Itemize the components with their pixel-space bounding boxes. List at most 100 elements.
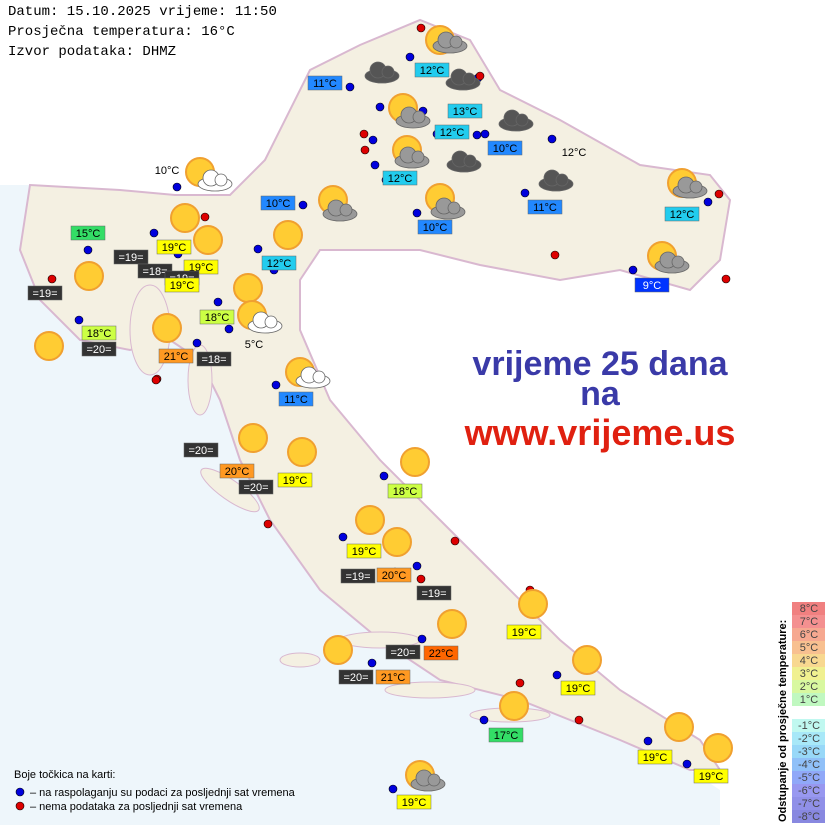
temp-badge (277, 472, 313, 488)
cloud-icon (515, 113, 529, 127)
promo-line: vrijeme 25 dana (472, 345, 728, 383)
station-dot (714, 189, 724, 199)
station-dot (345, 82, 355, 92)
sun-icon (382, 527, 412, 557)
scale-label: -1°C (798, 720, 820, 732)
cloud-icon (312, 370, 326, 384)
temp-badge (346, 543, 382, 559)
temp-badge (423, 645, 459, 661)
temp-badge (219, 463, 255, 479)
temp-badge (560, 680, 596, 696)
cloud-icon (411, 150, 425, 164)
station-dot (192, 338, 202, 348)
temp-badge (416, 585, 452, 601)
sun-icon (193, 225, 223, 255)
station-temp: 13°C (453, 106, 478, 118)
cloud-icon (671, 255, 685, 269)
scale-label: -4°C (798, 759, 820, 771)
station-temp: =18= (142, 266, 167, 278)
station-temp: 10°C (155, 165, 180, 177)
cloud-icon (449, 35, 463, 49)
station-dot (359, 129, 369, 139)
station-dot (151, 375, 161, 385)
temp-badge (385, 644, 421, 660)
temp-badge (387, 483, 423, 499)
scale-label: 8°C (800, 603, 819, 615)
temp-badge (340, 568, 376, 584)
scale-label: 5°C (800, 642, 819, 654)
sun-icon (273, 220, 303, 250)
scale-cell (792, 680, 825, 693)
station-dot (263, 519, 273, 529)
temp-badge (414, 62, 450, 78)
temp-badge (488, 727, 524, 743)
scale-cell (792, 784, 825, 797)
station-dot (379, 471, 389, 481)
station-temp: 22°C (429, 648, 454, 660)
station-temp: 18°C (205, 312, 230, 324)
temp-badge (693, 768, 729, 784)
scale-label: -6°C (798, 785, 820, 797)
temp-badge (81, 325, 117, 341)
scale-label: 6°C (800, 629, 819, 641)
station-dot (475, 71, 485, 81)
temp-badge (156, 239, 192, 255)
sun-icon (664, 712, 694, 742)
scale-cell (792, 732, 825, 745)
temp-badge (527, 199, 563, 215)
sun-icon (437, 609, 467, 639)
station-dot (149, 228, 159, 238)
temp-badge (447, 103, 483, 119)
station-dot (368, 135, 378, 145)
scale-cell (792, 667, 825, 680)
station-temp: 10°C (266, 198, 291, 210)
station-temp: 21°C (164, 351, 189, 363)
station-temp: 18°C (87, 328, 112, 340)
scale-cell (792, 602, 825, 615)
station-temp: 12°C (670, 209, 695, 221)
station-temp: 20°C (382, 570, 407, 582)
scale-cell (792, 758, 825, 771)
legend-dot (15, 787, 25, 797)
station-dot (412, 561, 422, 571)
sun-icon (518, 589, 548, 619)
sun-icon (703, 733, 733, 763)
sun-icon (170, 203, 200, 233)
temp-badge (396, 794, 432, 810)
station-temp: 17°C (494, 730, 519, 742)
temp-badge (307, 75, 343, 91)
station-temp: 18°C (393, 486, 418, 498)
scale-label: 1°C (800, 694, 819, 706)
cloud-icon (427, 773, 441, 787)
station-dot (388, 784, 398, 794)
station-temp: 12°C (388, 173, 413, 185)
sun-icon (499, 691, 529, 721)
sun-icon (355, 505, 385, 535)
temp-badge (183, 259, 219, 275)
station-dot (547, 134, 557, 144)
cloud-icon (447, 201, 461, 215)
temp-badge (196, 351, 232, 367)
temp-badge (434, 124, 470, 140)
cloud-icon (689, 180, 703, 194)
sun-icon (323, 635, 353, 665)
station-temp: =20= (390, 647, 415, 659)
station-temp: 11°C (313, 78, 337, 90)
temp-badge (199, 309, 235, 325)
station-temp: 19°C (352, 546, 377, 558)
scale-cell (792, 719, 825, 732)
cloud-icon (214, 173, 228, 187)
station-dot (224, 324, 234, 334)
station-dot (172, 182, 182, 192)
station-dot (550, 250, 560, 260)
temp-badge (375, 669, 411, 685)
scale-label: 3°C (800, 668, 819, 680)
station-dot (721, 274, 731, 284)
station-temp: 19°C (170, 280, 195, 292)
station-dot (574, 715, 584, 725)
station-dot (412, 208, 422, 218)
scale-title: Odstupanje od prosječne temperature: (777, 620, 789, 822)
scale-cell (792, 615, 825, 628)
temp-badge (637, 749, 673, 765)
promo-line: na (580, 375, 621, 413)
